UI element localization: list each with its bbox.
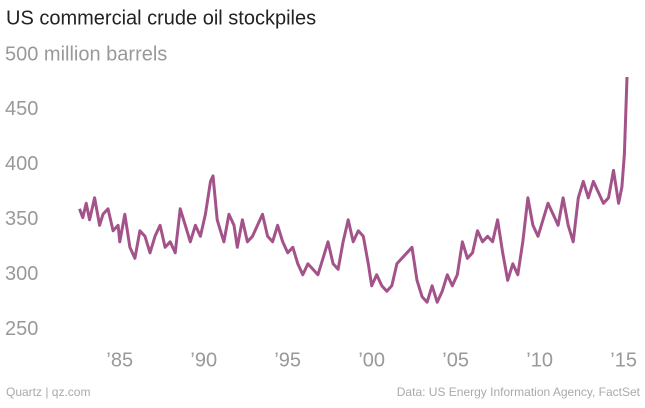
x-tick-label: ’05 [442, 349, 469, 371]
x-tick-label: ’10 [526, 349, 553, 371]
x-tick-label: ’95 [274, 349, 301, 371]
y-tick-label: 250 [5, 318, 38, 340]
x-tick-label: ’15 [610, 349, 637, 371]
source: Data: US Energy Information Agency, Fact… [397, 385, 641, 399]
source: Quartz | qz.com [6, 385, 90, 399]
y-tick-label: 450 [5, 98, 38, 120]
y-tick-label: 400 [5, 153, 38, 175]
x-tick-label: ’85 [106, 349, 133, 371]
x-tick-label: ’00 [358, 349, 385, 371]
y-tick-label: 500 million barrels [5, 43, 167, 65]
y-tick-label: 300 [5, 263, 38, 285]
chart-title: US commercial crude oil stockpiles [6, 7, 316, 29]
y-tick-label: 350 [5, 208, 38, 230]
x-tick-label: ’90 [190, 349, 217, 371]
data-line [78, 76, 629, 304]
